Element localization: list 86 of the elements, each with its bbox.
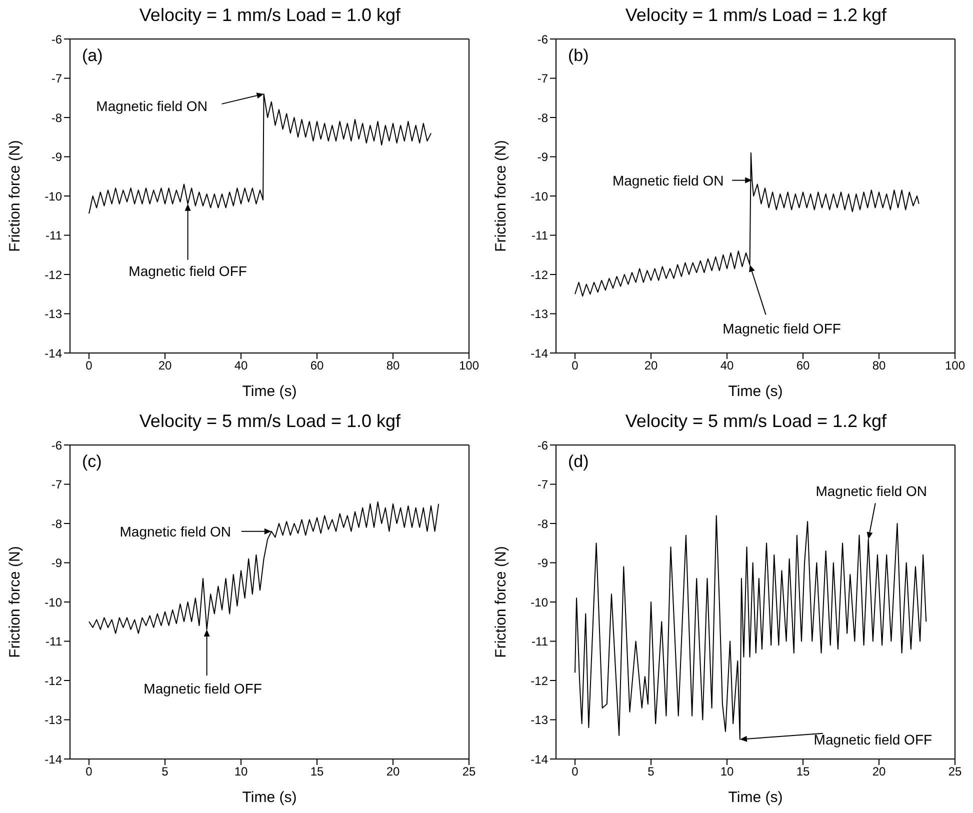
x-axis-title: Time (s) [728, 789, 783, 806]
y-axis-title: Friction force (N) [6, 140, 24, 252]
y-tick-label: -10 [44, 595, 62, 610]
y-axis-title: Friction force (N) [492, 140, 510, 252]
y-tick-label: -6 [51, 32, 62, 46]
chart-title: Velocity = 5 mm/s Load = 1.0 kgf [138, 410, 402, 433]
x-tick-label: 60 [310, 358, 324, 373]
x-tick-label: 10 [720, 764, 734, 779]
annotation: Magnetic field ON [96, 98, 208, 114]
y-tick-label: -12 [530, 674, 548, 688]
annotation: Magnetic field OFF [814, 731, 932, 748]
annotation: Magnetic field OFF [144, 680, 262, 696]
y-tick-label: -9 [537, 556, 548, 570]
x-tick-label: 5 [162, 764, 169, 779]
chart-title: Velocity = 1 mm/s Load = 1.0 kgf [138, 4, 402, 27]
y-axis-title: Friction force (N) [6, 546, 24, 658]
x-tick-label: 80 [872, 358, 886, 373]
y-tick-label: -11 [46, 228, 62, 243]
x-tick-label: 20 [158, 358, 172, 373]
y-tick-label: -14 [44, 346, 62, 360]
x-axis-title: Time (s) [242, 789, 297, 806]
y-tick-label: -13 [44, 713, 62, 728]
y-tick-label: -12 [44, 268, 62, 282]
y-tick-label: -8 [51, 110, 62, 125]
x-tick-label: 15 [310, 764, 324, 779]
x-tick-label: 100 [944, 358, 966, 373]
x-tick-label: 0 [86, 358, 93, 373]
x-tick-label: 80 [386, 358, 400, 373]
x-tick-label: 5 [648, 764, 655, 779]
annotation: Magnetic field ON [120, 523, 232, 540]
y-tick-label: -14 [530, 752, 548, 766]
x-tick-label: 10 [234, 764, 248, 779]
annotation: (a) [82, 46, 103, 66]
chart-title: Velocity = 5 mm/s Load = 1.2 kgf [624, 410, 888, 433]
y-tick-label: -8 [51, 516, 62, 531]
y-tick-label: -11 [46, 634, 62, 649]
annotation: (d) [568, 452, 589, 472]
y-tick-label: -13 [530, 307, 548, 322]
y-tick-label: -13 [530, 713, 548, 728]
x-tick-label: 0 [86, 764, 93, 779]
y-tick-label: -11 [532, 228, 548, 243]
x-tick-label: 0 [572, 764, 579, 779]
annotation: Magnetic field ON [816, 483, 927, 500]
x-tick-label: 20 [872, 764, 886, 779]
line-series [88, 93, 432, 214]
y-tick-label: -12 [530, 268, 548, 282]
annotation: (b) [568, 46, 589, 66]
chart-title: Velocity = 1 mm/s Load = 1.2 kgf [624, 4, 888, 27]
x-axis-title: Time (s) [728, 383, 783, 400]
y-tick-label: -8 [537, 516, 548, 531]
y-tick-label: -14 [530, 346, 548, 360]
x-tick-label: 15 [796, 764, 810, 779]
y-tick-label: -7 [537, 72, 548, 86]
annotation: Magnetic field ON [612, 172, 724, 188]
y-axis-title: Friction force (N) [492, 546, 510, 658]
y-tick-label: -14 [44, 752, 62, 766]
y-tick-label: -6 [51, 438, 62, 452]
y-tick-label: -7 [51, 72, 62, 86]
y-tick-label: -6 [537, 32, 548, 46]
line-series [574, 152, 920, 297]
y-tick-label: -7 [537, 478, 548, 492]
y-tick-label: -8 [537, 110, 548, 125]
y-tick-label: -6 [537, 438, 548, 452]
x-axis-title: Time (s) [242, 383, 297, 400]
y-tick-label: -9 [537, 150, 548, 164]
x-tick-label: 60 [796, 358, 810, 373]
x-tick-label: 20 [386, 764, 400, 779]
x-tick-label: 100 [458, 358, 480, 373]
x-tick-label: 40 [720, 358, 734, 373]
y-tick-label: -11 [532, 634, 548, 649]
x-tick-label: 40 [234, 358, 248, 373]
y-tick-label: -9 [51, 556, 62, 570]
annotation: Magnetic field OFF [128, 262, 247, 279]
annotation: Magnetic field OFF [722, 320, 841, 337]
y-tick-label: -10 [44, 189, 62, 204]
y-tick-label: -12 [44, 674, 62, 688]
x-tick-label: 20 [644, 358, 658, 373]
x-tick-label: 0 [572, 358, 579, 373]
y-tick-label: -13 [44, 307, 62, 322]
y-tick-label: -7 [51, 478, 62, 492]
annotation: (c) [82, 452, 102, 472]
x-tick-label: 25 [948, 764, 962, 779]
y-tick-label: -9 [51, 150, 62, 164]
y-tick-label: -10 [530, 595, 548, 610]
y-tick-label: -10 [530, 189, 548, 204]
x-tick-label: 25 [462, 764, 476, 779]
